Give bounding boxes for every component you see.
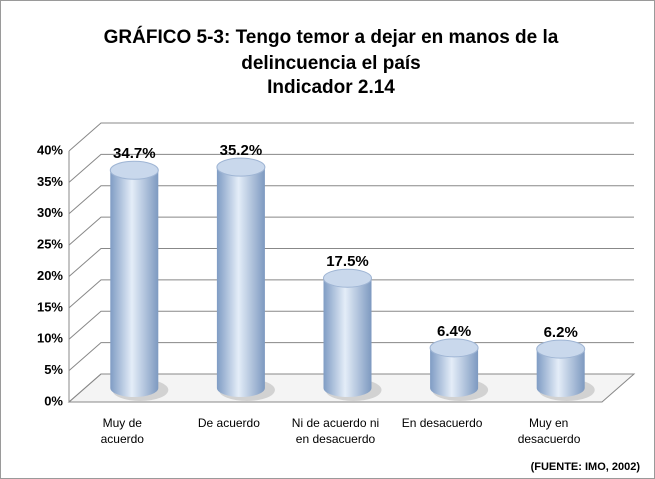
grid-line xyxy=(68,248,634,277)
x-tick-label: Ni de acuerdo ni en desacuerdo xyxy=(291,416,380,446)
y-tick-label: 20% xyxy=(37,268,63,283)
y-tick-label: 0% xyxy=(44,393,63,408)
bar xyxy=(110,170,159,397)
x-tick-label: Muy en desacuerdo xyxy=(517,416,581,446)
chart-subtitle: Indicador 2.14 xyxy=(267,77,395,98)
grid-line xyxy=(68,216,634,246)
grid-line xyxy=(68,185,634,215)
source-note: (FUENTE: IMO, 2002) xyxy=(530,461,640,473)
grid-line xyxy=(68,279,634,309)
bar-top xyxy=(216,157,266,177)
grid-line xyxy=(68,153,634,183)
y-tick-label: 15% xyxy=(37,299,63,314)
bar-top xyxy=(536,339,586,359)
x-tick-label: De acuerdo xyxy=(197,416,260,430)
grid-line xyxy=(68,122,634,152)
data-label: 35.2% xyxy=(220,142,263,159)
data-label: 6.2% xyxy=(544,324,578,341)
x-tick-label: Muy de acuerdo xyxy=(100,416,144,446)
bar-top xyxy=(109,160,159,180)
bar xyxy=(430,347,479,397)
y-tick-label: 30% xyxy=(37,205,63,220)
chart-title: GRÁFICO 5-3: Tengo temor a dejar en mano… xyxy=(103,27,559,74)
bar xyxy=(216,167,265,397)
bar-top xyxy=(323,268,372,288)
y-tick-label: 5% xyxy=(44,362,63,377)
data-label: 34.7% xyxy=(113,145,156,162)
x-tick-label: En desacuerdo xyxy=(401,416,483,430)
y-tick-label: 35% xyxy=(37,174,63,189)
bar xyxy=(536,349,585,397)
data-label: 17.5% xyxy=(326,253,369,270)
grid-line xyxy=(68,310,634,340)
y-tick-label: 10% xyxy=(37,331,63,346)
bar-top xyxy=(429,338,479,358)
data-label: 6.4% xyxy=(437,323,471,340)
bar xyxy=(323,278,372,397)
y-tick-label: 40% xyxy=(37,142,63,157)
y-tick-label: 25% xyxy=(37,237,63,252)
